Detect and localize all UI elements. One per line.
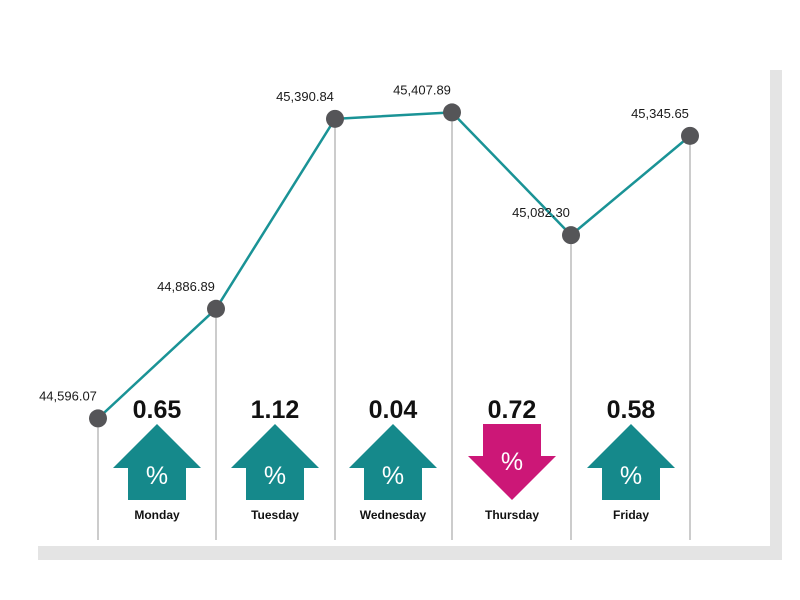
index-point-marker (443, 103, 461, 122)
card-shadow-bottom (38, 544, 782, 560)
index-point-marker (89, 409, 107, 428)
index-point-label: 45,345.65 (631, 106, 689, 121)
index-point-label: 45,082.30 (512, 205, 570, 220)
percent-sign: % (382, 462, 404, 490)
percent-change-value: 1.12 (251, 396, 300, 424)
index-line (97, 111, 691, 420)
index-point-marker (326, 109, 344, 128)
percent-change-value: 0.72 (488, 396, 537, 424)
percent-sign: % (264, 462, 286, 490)
up-arrow-icon (349, 424, 437, 500)
index-points (89, 103, 699, 428)
index-point-label: 45,390.84 (276, 89, 334, 104)
day-label: Monday (134, 508, 180, 522)
index-point-label: 44,596.07 (39, 388, 97, 403)
up-arrow-icon (587, 424, 675, 500)
percent-sign: % (501, 448, 523, 476)
percent-sign: % (620, 462, 642, 490)
daily-changes: 0.65% Monday 1.12% Tuesday 0.04% Wednesday 0.7… (113, 396, 675, 522)
down-arrow-icon (468, 424, 556, 500)
day-label: Tuesday (251, 508, 299, 522)
percent-change-value: 0.04 (369, 396, 418, 424)
day-label: Friday (613, 508, 649, 522)
day-label: Thursday (485, 508, 539, 522)
daily-change-monday: 0.65% Monday (113, 396, 201, 522)
percent-sign: % (146, 462, 168, 490)
up-arrow-icon (113, 424, 201, 500)
index-point-marker (562, 226, 580, 245)
daily-change-tuesday: 1.12% Tuesday (231, 396, 319, 522)
index-point-label: 45,407.89 (393, 82, 451, 97)
up-arrow-icon (231, 424, 319, 500)
day-label: Wednesday (360, 508, 427, 522)
index-point-marker (207, 299, 225, 318)
percent-change-value: 0.58 (607, 396, 656, 424)
index-point-label: 44,886.89 (157, 279, 215, 294)
guide-lines (97, 112, 691, 540)
index-point-labels: 44,596.07 44,886.89 45,390.84 45,407.89 45,0… (39, 82, 689, 403)
daily-change-thursday: 0.72% Thursday (468, 396, 556, 522)
percent-change-value: 0.65 (133, 396, 182, 424)
daily-change-friday: 0.58% Friday (587, 396, 675, 522)
index-point-marker (681, 126, 699, 145)
daily-change-wednesday: 0.04% Wednesday (349, 396, 437, 522)
